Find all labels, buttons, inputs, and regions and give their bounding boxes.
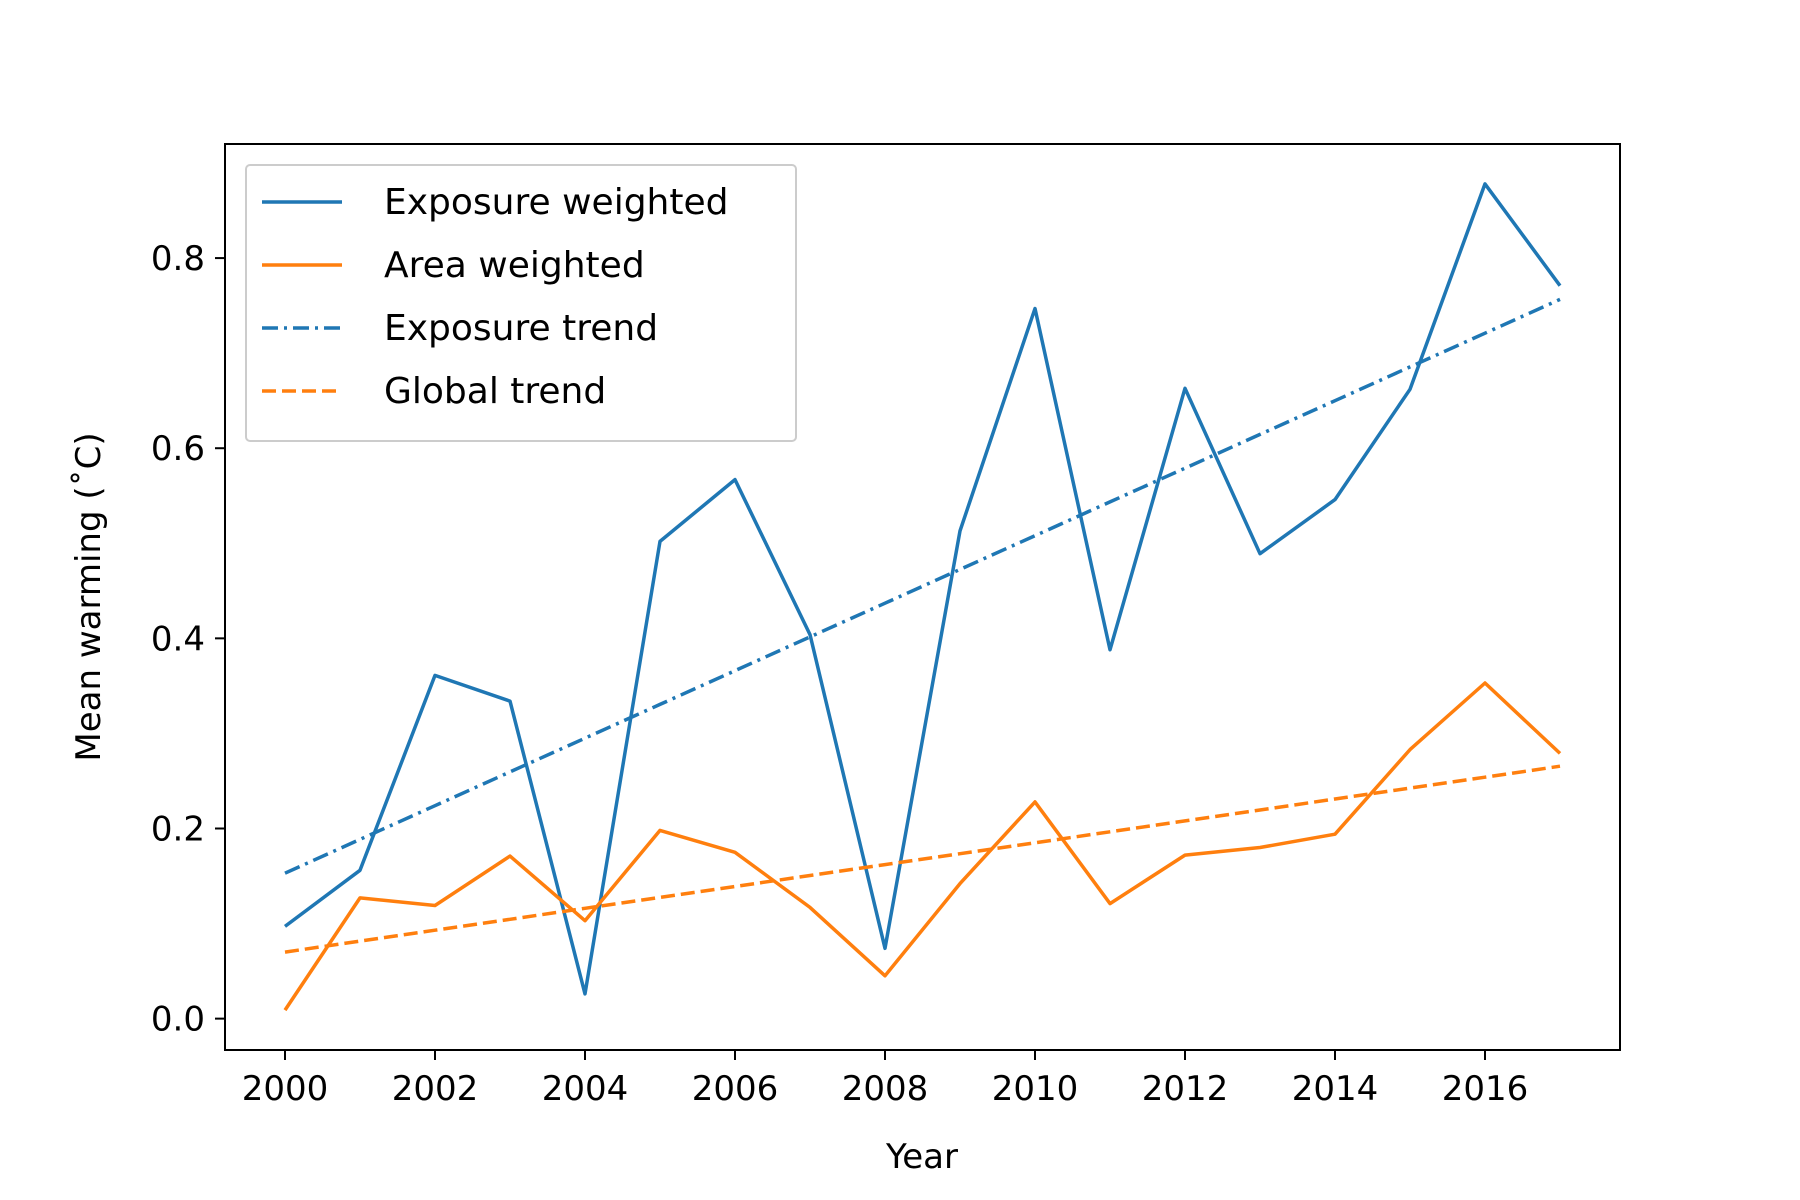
x-tick-label: 2004 (542, 1069, 629, 1109)
x-tick-label: 2002 (392, 1069, 479, 1109)
x-axis-label: Year (885, 1137, 958, 1177)
y-tick-label: 0.2 (151, 809, 205, 849)
series-line-area-weighted (283, 681, 1562, 1012)
legend-label: Exposure trend (384, 308, 658, 349)
plot-frame (224, 143, 1621, 1051)
series-line-global-trend (284, 764, 1561, 954)
y-tick-label: 0.8 (151, 239, 205, 279)
y-tick-label: 0.6 (151, 429, 205, 469)
x-tick-label: 2014 (1292, 1069, 1379, 1109)
x-tick-label: 2012 (1142, 1069, 1229, 1109)
legend-label: Area weighted (384, 245, 645, 286)
axes-layer: 2000 2002 2004 2006 2008 2010 2012 2014 2016 0.0 0… (151, 239, 1528, 1109)
y-tick-label: 0.0 (151, 1000, 205, 1040)
legend-box (245, 164, 797, 442)
x-tick-label: 2016 (1442, 1069, 1529, 1109)
x-tick-label: 2006 (692, 1069, 779, 1109)
x-tick-label: 2010 (992, 1069, 1079, 1109)
legend: Exposure weighted Area weighted Exposure t… (245, 164, 797, 442)
x-tick-label: 2000 (242, 1069, 329, 1109)
legend-label: Global trend (384, 371, 606, 412)
x-tick-label: 2008 (842, 1069, 929, 1109)
legend-label: Exposure weighted (384, 182, 728, 223)
series-line-exposure-weighted (283, 182, 1562, 996)
y-tick-label: 0.4 (151, 619, 205, 659)
series-layer (283, 182, 1562, 1012)
y-axis-label: Mean warming (˚C) (69, 432, 109, 761)
